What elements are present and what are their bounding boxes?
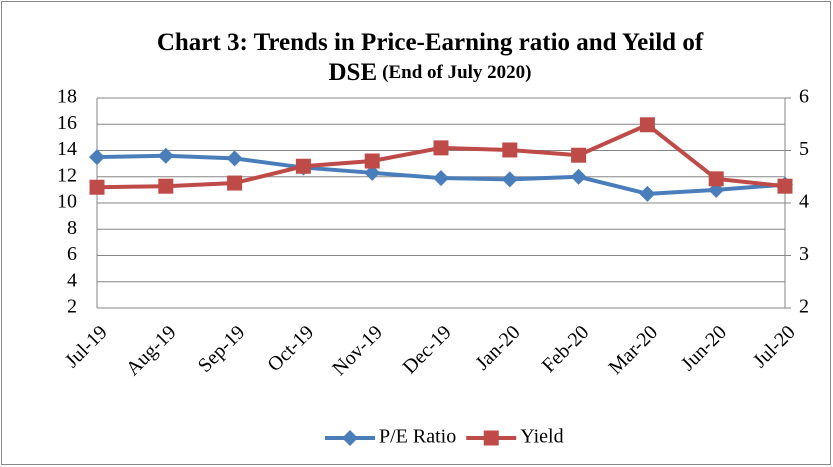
y2-tick-label: 2 — [799, 296, 809, 318]
point — [364, 164, 381, 181]
y-tick-label: 14 — [57, 138, 77, 160]
legend-label: P/E Ratio — [379, 426, 456, 448]
point — [226, 150, 243, 167]
legend-marker — [342, 430, 358, 446]
y-tick-label: 6 — [67, 243, 77, 265]
point — [570, 168, 587, 185]
point — [433, 170, 449, 187]
point — [571, 147, 587, 163]
y-tick-label: 16 — [57, 112, 77, 134]
point — [639, 117, 655, 133]
point — [158, 178, 174, 194]
title-line: Chart 3: Trends in Price-Earning ratio a… — [157, 29, 704, 56]
y2-tick-label: 3 — [799, 243, 809, 265]
title-line: DSE — [328, 59, 377, 86]
point — [89, 179, 105, 195]
point — [295, 158, 311, 174]
y-tick-label: 10 — [57, 191, 77, 213]
point — [502, 142, 518, 158]
y2-tick-label: 5 — [799, 138, 809, 160]
point — [364, 153, 380, 169]
y-tick-label: 18 — [57, 86, 77, 108]
subtitle: (End of July 2020) — [382, 62, 531, 83]
y2-tick-label: 6 — [799, 86, 809, 108]
point — [433, 140, 449, 156]
legend-label: Yield — [520, 426, 563, 448]
chart-title-2: DSE (End of July 2020) — [328, 59, 531, 86]
y-tick-label: 4 — [67, 269, 77, 291]
point — [777, 178, 793, 194]
point — [157, 147, 174, 164]
point — [227, 175, 243, 191]
y2-tick-label: 4 — [799, 191, 809, 213]
point — [501, 171, 518, 188]
y-tick-label: 8 — [67, 217, 77, 239]
point — [89, 149, 105, 166]
y-tick-label: 2 — [67, 296, 77, 318]
legend-marker — [483, 430, 499, 446]
chart-title: Chart 3: Trends in Price-Earning ratio a… — [157, 29, 704, 56]
point — [639, 185, 656, 202]
point — [708, 171, 724, 187]
y-tick-label: 12 — [57, 164, 77, 186]
